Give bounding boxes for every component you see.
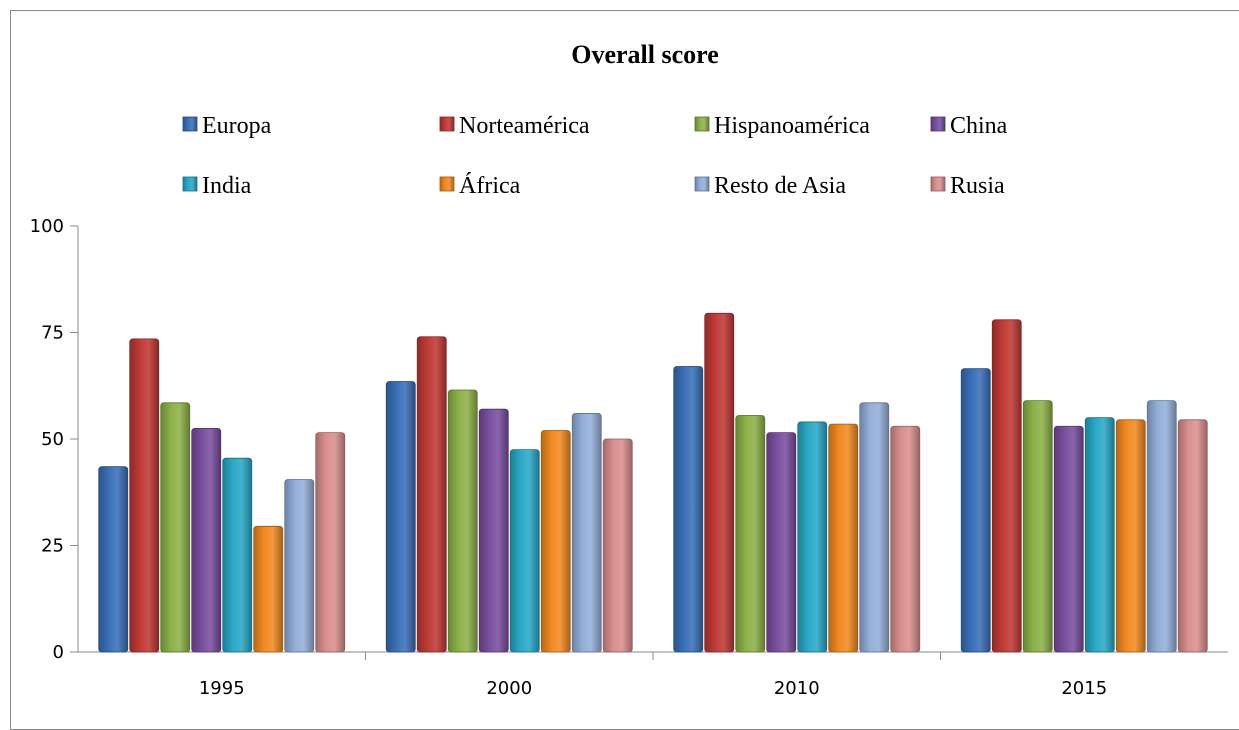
y-tick-label: 75 bbox=[41, 323, 64, 344]
bar-resto-de-asia-2010 bbox=[859, 402, 890, 653]
bar-norteamerica-2015 bbox=[991, 319, 1022, 653]
legend-swatch bbox=[439, 176, 455, 192]
x-tick-label: 2010 bbox=[774, 678, 820, 699]
y-tick-label: 0 bbox=[53, 642, 64, 663]
bar-chart: Overall score Europa Norteamérica Hispanoa… bbox=[30, 40, 1228, 699]
bar-norteamerica-2000 bbox=[416, 336, 447, 653]
bar-europa-1995 bbox=[98, 466, 129, 653]
bar-hispanoamerica-2015 bbox=[1022, 400, 1053, 653]
bar-india-2015 bbox=[1084, 417, 1115, 653]
x-tick-label: 1995 bbox=[199, 678, 245, 699]
chart-title: Overall score bbox=[571, 40, 719, 69]
y-tick-label: 25 bbox=[41, 536, 64, 557]
legend-swatch bbox=[930, 116, 946, 132]
legend-label: India bbox=[202, 173, 252, 199]
bar-hispanoamerica-2010 bbox=[735, 415, 766, 653]
bar-africa-1995 bbox=[253, 525, 284, 653]
bar-norteamerica-1995 bbox=[129, 338, 160, 653]
legend-item-africa: África bbox=[439, 173, 521, 199]
legend: Europa Norteamérica Hispanoamérica China Ind… bbox=[182, 113, 1008, 199]
legend-swatch bbox=[694, 116, 710, 132]
bar-india-2000 bbox=[509, 449, 540, 653]
bar-norteamerica-2010 bbox=[704, 312, 735, 653]
y-tick-label: 100 bbox=[30, 216, 64, 237]
bar-hispanoamerica-2000 bbox=[447, 389, 478, 653]
legend-item-rusia: Rusia bbox=[930, 173, 1005, 199]
bar-resto-de-asia-2000 bbox=[571, 413, 602, 653]
bar-rusia-2010 bbox=[890, 425, 921, 653]
legend-item-hispanoamerica: Hispanoamérica bbox=[694, 113, 870, 139]
bar-europa-2000 bbox=[385, 381, 416, 653]
legend-item-china: China bbox=[930, 113, 1008, 139]
legend-swatch bbox=[930, 176, 946, 192]
legend-item-norteamerica: Norteamérica bbox=[439, 113, 590, 139]
legend-label: Hispanoamérica bbox=[714, 113, 870, 139]
bar-europa-2015 bbox=[960, 368, 991, 653]
legend-swatch bbox=[182, 116, 198, 132]
bar-rusia-1995 bbox=[315, 432, 346, 653]
bar-china-2015 bbox=[1053, 425, 1084, 653]
bar-china-2000 bbox=[478, 408, 509, 653]
legend-item-resto-de-asia: Resto de Asia bbox=[694, 173, 846, 199]
bar-china-2010 bbox=[766, 432, 797, 653]
legend-swatch bbox=[694, 176, 710, 192]
legend-label: Norteamérica bbox=[459, 113, 590, 139]
bar-africa-2015 bbox=[1115, 419, 1146, 653]
bar-africa-2000 bbox=[540, 430, 571, 653]
bar-hispanoamerica-1995 bbox=[160, 402, 191, 653]
legend-label: Europa bbox=[202, 113, 272, 139]
bar-rusia-2015 bbox=[1177, 419, 1208, 653]
legend-label: China bbox=[950, 113, 1008, 139]
legend-label: Rusia bbox=[950, 173, 1005, 199]
bar-china-1995 bbox=[191, 427, 222, 653]
bar-rusia-2000 bbox=[602, 438, 633, 653]
bar-resto-de-asia-2015 bbox=[1146, 400, 1177, 653]
y-tick-label: 50 bbox=[41, 429, 64, 450]
bar-india-1995 bbox=[222, 457, 253, 653]
bars bbox=[98, 312, 1208, 653]
legend-swatch bbox=[439, 116, 455, 132]
legend-swatch bbox=[182, 176, 198, 192]
bar-resto-de-asia-1995 bbox=[284, 479, 315, 653]
bar-india-2010 bbox=[797, 421, 828, 653]
legend-label: África bbox=[459, 173, 521, 199]
legend-item-india: India bbox=[182, 173, 252, 199]
bar-europa-2010 bbox=[673, 366, 704, 653]
legend-label: Resto de Asia bbox=[714, 173, 846, 199]
x-tick-label: 2015 bbox=[1061, 678, 1107, 699]
legend-item-europa: Europa bbox=[182, 113, 272, 139]
x-tick-label: 2000 bbox=[486, 678, 532, 699]
bar-africa-2010 bbox=[828, 423, 859, 653]
